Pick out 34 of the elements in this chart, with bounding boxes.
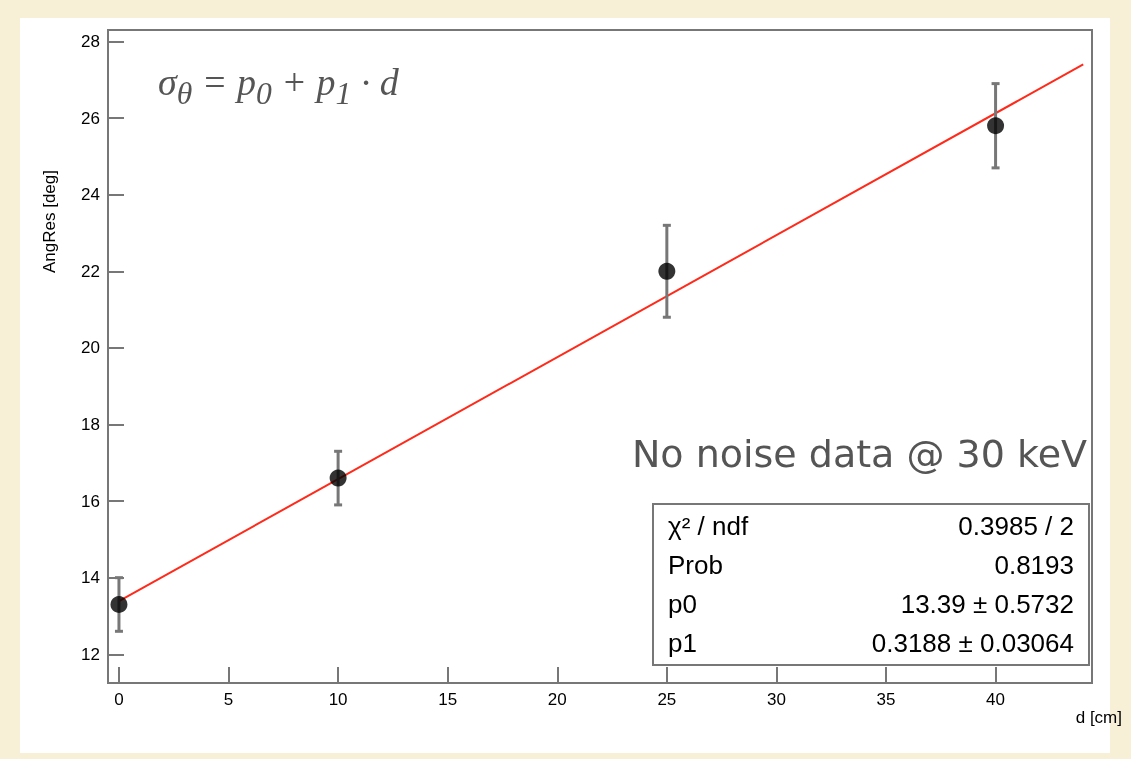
x-tick-label: 5 bbox=[223, 690, 234, 709]
annotation: σ$_{θ}$ = p$_{0}$ + p$_{1}$ · d bbox=[158, 60, 399, 112]
x-tick-label: 20 bbox=[547, 690, 567, 709]
y-axis-title: AngRes [deg] bbox=[40, 170, 59, 274]
x-tick-label: 10 bbox=[328, 690, 348, 709]
point bbox=[987, 117, 1005, 135]
x-tick-label: 30 bbox=[766, 690, 786, 709]
y-tick-label: 24 bbox=[81, 185, 100, 205]
y-tick-label: 22 bbox=[81, 261, 100, 281]
x-tick-label: 0 bbox=[114, 690, 124, 709]
x-tick-label: 35 bbox=[876, 690, 896, 709]
point bbox=[658, 262, 676, 280]
annotation: 0.3985 / 2 bbox=[958, 510, 1074, 543]
y-tick-label: 16 bbox=[81, 491, 100, 511]
annotation: No noise data @ 30 keV bbox=[631, 432, 1087, 476]
x-tick-label: 40 bbox=[986, 690, 1006, 709]
x-tick-label: 15 bbox=[438, 690, 458, 709]
y-tick-label: 18 bbox=[81, 414, 100, 434]
point bbox=[329, 469, 347, 487]
y-tick-label: 28 bbox=[81, 31, 100, 51]
y-tick-label: 14 bbox=[81, 568, 100, 588]
annotation: Prob bbox=[668, 549, 723, 582]
annotation: 0.3188 ± 0.03064 bbox=[871, 627, 1074, 660]
x-tick-label: 25 bbox=[657, 690, 677, 709]
x-axis-title: d [cm] bbox=[1075, 708, 1122, 727]
annotation: 0.8193 bbox=[994, 549, 1074, 582]
annotation: 13.39 ± 0.5732 bbox=[900, 588, 1074, 621]
annotation: χ² / ndf bbox=[668, 510, 749, 543]
y-tick-label: 12 bbox=[81, 644, 100, 664]
point bbox=[110, 595, 128, 613]
annotation: p1 bbox=[668, 627, 697, 660]
annotation: p0 bbox=[668, 588, 697, 621]
y-tick-label: 20 bbox=[81, 338, 100, 358]
y-tick-label: 26 bbox=[81, 108, 100, 128]
